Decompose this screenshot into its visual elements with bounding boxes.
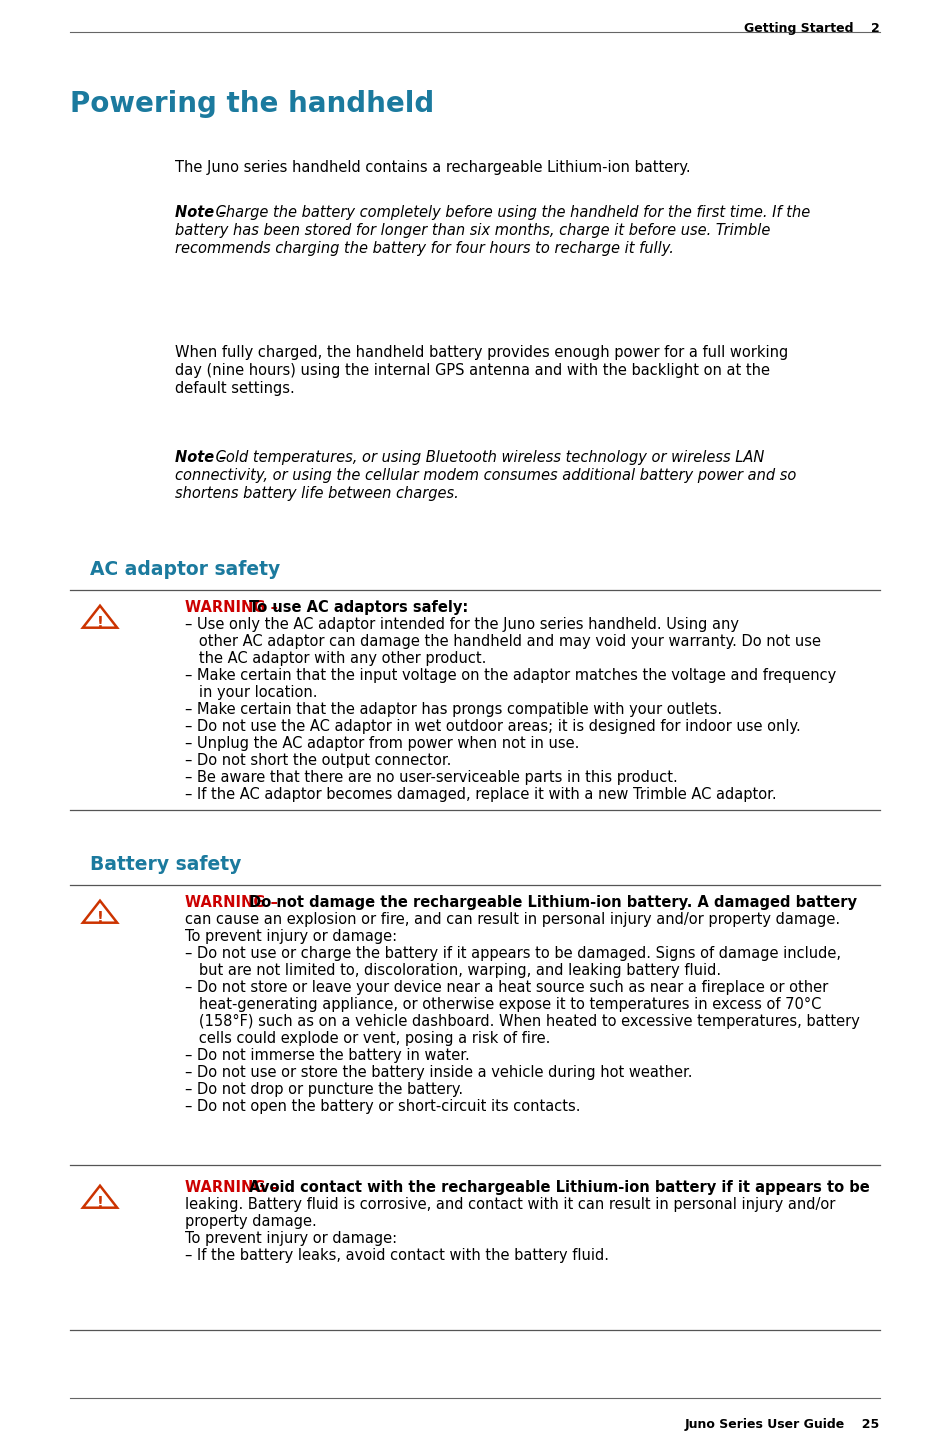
Text: battery has been stored for longer than six months, charge it before use. Trimbl: battery has been stored for longer than … — [175, 223, 770, 238]
Text: Do not damage the rechargeable Lithium-ion battery. A damaged battery: Do not damage the rechargeable Lithium-i… — [244, 894, 857, 910]
Text: !: ! — [97, 910, 103, 926]
Text: leaking. Battery fluid is corrosive, and contact with it can result in personal : leaking. Battery fluid is corrosive, and… — [185, 1196, 835, 1212]
Text: When fully charged, the handheld battery provides enough power for a full workin: When fully charged, the handheld battery… — [175, 345, 789, 361]
Text: – Do not use the AC adaptor in wet outdoor areas; it is designed for indoor use : – Do not use the AC adaptor in wet outdo… — [185, 718, 801, 734]
Text: – Do not immerse the battery in water.: – Do not immerse the battery in water. — [185, 1047, 470, 1063]
Text: – If the AC adaptor becomes damaged, replace it with a new Trimble AC adaptor.: – If the AC adaptor becomes damaged, rep… — [185, 787, 777, 801]
Text: recommends charging the battery for four hours to recharge it fully.: recommends charging the battery for four… — [175, 240, 674, 256]
Text: !: ! — [97, 615, 103, 631]
Text: heat-generating appliance, or otherwise expose it to temperatures in excess of 7: heat-generating appliance, or otherwise … — [185, 997, 821, 1012]
Text: cells could explode or vent, posing a risk of fire.: cells could explode or vent, posing a ri… — [185, 1030, 551, 1046]
Text: the AC adaptor with any other product.: the AC adaptor with any other product. — [185, 651, 486, 665]
Text: property damage.: property damage. — [185, 1213, 317, 1229]
Text: but are not limited to, discoloration, warping, and leaking battery fluid.: but are not limited to, discoloration, w… — [185, 963, 721, 977]
Text: Battery safety: Battery safety — [90, 854, 242, 874]
Text: Cold temperatures, or using Bluetooth wireless technology or wireless LAN: Cold temperatures, or using Bluetooth wi… — [211, 449, 764, 465]
Text: – Make certain that the input voltage on the adaptor matches the voltage and fre: – Make certain that the input voltage on… — [185, 668, 836, 683]
Text: Note –: Note – — [175, 449, 227, 465]
Text: To use AC adaptors safely:: To use AC adaptors safely: — [244, 600, 468, 615]
Text: To prevent injury or damage:: To prevent injury or damage: — [185, 929, 397, 944]
Text: Juno Series User Guide    25: Juno Series User Guide 25 — [684, 1418, 880, 1431]
Text: – Do not use or charge the battery if it appears to be damaged. Signs of damage : – Do not use or charge the battery if it… — [185, 946, 841, 962]
Text: – Use only the AC adaptor intended for the Juno series handheld. Using any: – Use only the AC adaptor intended for t… — [185, 617, 739, 633]
Text: !: ! — [97, 1196, 103, 1211]
Text: day (nine hours) using the internal GPS antenna and with the backlight on at the: day (nine hours) using the internal GPS … — [175, 363, 770, 378]
Text: AC adaptor safety: AC adaptor safety — [90, 560, 280, 580]
Text: shortens battery life between charges.: shortens battery life between charges. — [175, 487, 458, 501]
Text: default settings.: default settings. — [175, 381, 295, 396]
Text: (158°F) such as on a vehicle dashboard. When heated to excessive temperatures, b: (158°F) such as on a vehicle dashboard. … — [185, 1015, 860, 1029]
Text: – Do not short the output connector.: – Do not short the output connector. — [185, 753, 451, 768]
Text: other AC adaptor can damage the handheld and may void your warranty. Do not use: other AC adaptor can damage the handheld… — [185, 634, 821, 650]
Text: – Do not store or leave your device near a heat source such as near a fireplace : – Do not store or leave your device near… — [185, 980, 829, 995]
Text: WARNING –: WARNING – — [185, 600, 278, 615]
Text: Powering the handheld: Powering the handheld — [70, 90, 434, 117]
Text: – Do not open the battery or short-circuit its contacts.: – Do not open the battery or short-circu… — [185, 1099, 580, 1113]
Text: – Do not drop or puncture the battery.: – Do not drop or puncture the battery. — [185, 1082, 463, 1098]
Text: – Make certain that the adaptor has prongs compatible with your outlets.: – Make certain that the adaptor has pron… — [185, 703, 722, 717]
Text: Avoid contact with the rechargeable Lithium-ion battery if it appears to be: Avoid contact with the rechargeable Lith… — [244, 1181, 870, 1195]
Text: The Juno series handheld contains a rechargeable Lithium-ion battery.: The Juno series handheld contains a rech… — [175, 160, 691, 175]
Text: – If the battery leaks, avoid contact with the battery fluid.: – If the battery leaks, avoid contact wi… — [185, 1248, 609, 1264]
Text: To prevent injury or damage:: To prevent injury or damage: — [185, 1231, 397, 1246]
Text: can cause an explosion or fire, and can result in personal injury and/or propert: can cause an explosion or fire, and can … — [185, 912, 840, 927]
Text: connectivity, or using the cellular modem consumes additional battery power and : connectivity, or using the cellular mode… — [175, 468, 796, 484]
Text: – Be aware that there are no user-serviceable parts in this product.: – Be aware that there are no user-servic… — [185, 770, 678, 786]
Text: Charge the battery completely before using the handheld for the first time. If t: Charge the battery completely before usi… — [211, 205, 810, 220]
Text: Getting Started    2: Getting Started 2 — [744, 21, 880, 34]
Text: WARNING –: WARNING – — [185, 894, 278, 910]
Text: – Do not use or store the battery inside a vehicle during hot weather.: – Do not use or store the battery inside… — [185, 1065, 693, 1080]
Text: – Unplug the AC adaptor from power when not in use.: – Unplug the AC adaptor from power when … — [185, 736, 579, 751]
Text: WARNING –: WARNING – — [185, 1181, 278, 1195]
Text: in your location.: in your location. — [185, 685, 317, 700]
Text: Note –: Note – — [175, 205, 227, 220]
